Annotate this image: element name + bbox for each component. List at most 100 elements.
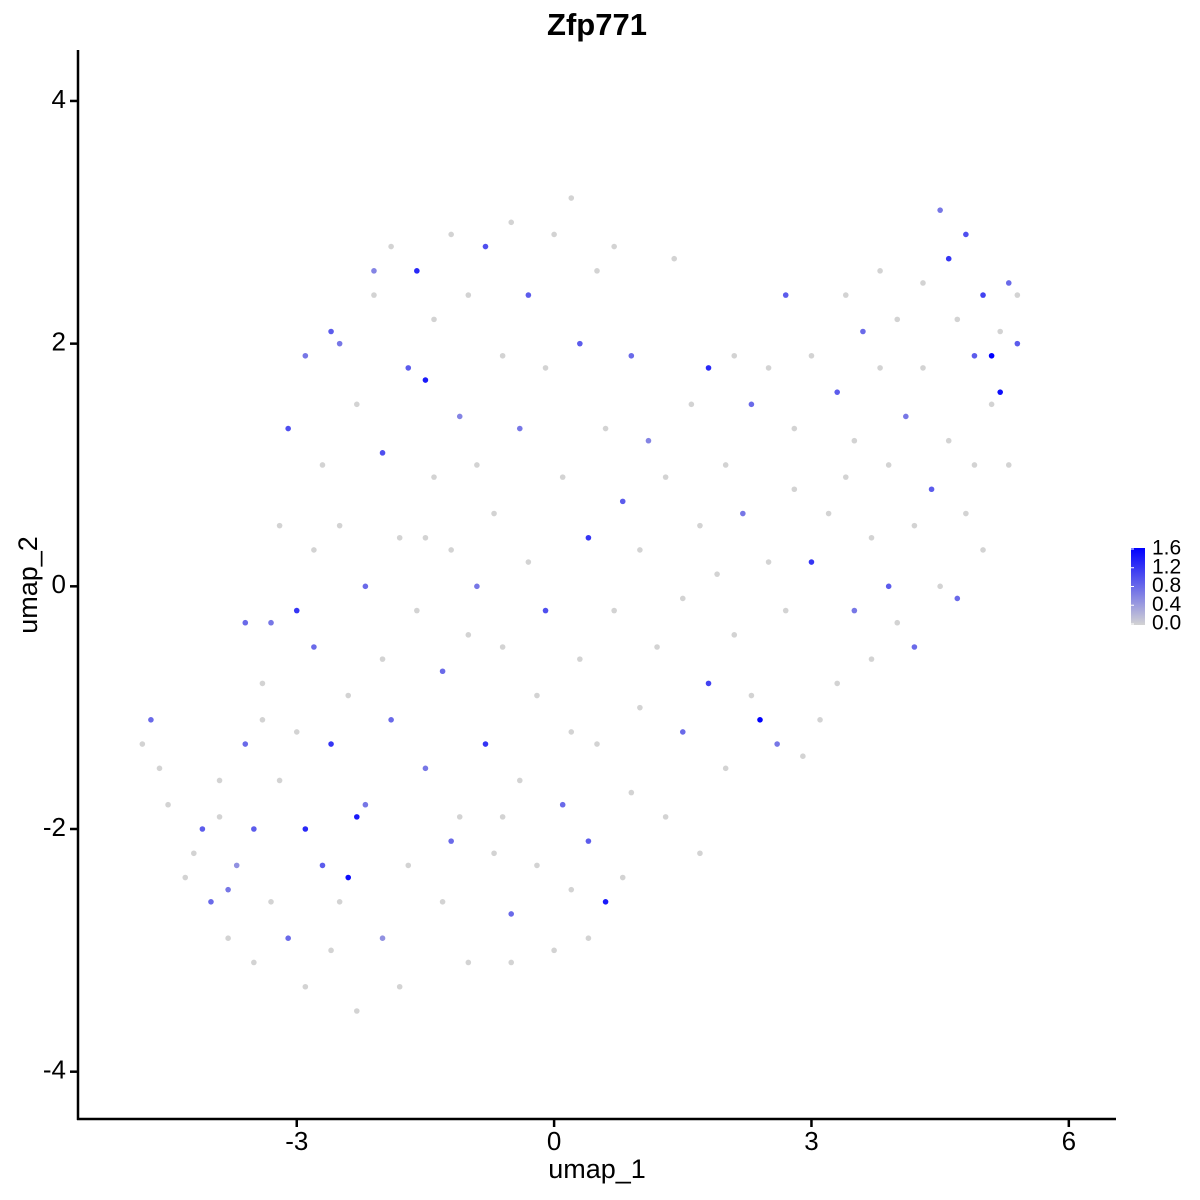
point [559,474,566,480]
point [465,959,472,966]
point [225,886,231,893]
point [1005,462,1012,468]
point [216,814,223,820]
point [431,316,437,323]
point [585,935,592,942]
point [585,838,592,844]
y-tick-label: -2 [43,812,66,842]
point [345,692,352,699]
point [619,874,626,881]
point [963,231,969,238]
point [354,814,360,820]
point [731,632,738,638]
point [688,401,695,408]
point [285,425,291,432]
point [585,534,592,541]
point [319,862,326,869]
point [645,437,652,444]
point [611,243,617,250]
point [568,729,575,735]
y-tick-label: 4 [52,84,66,114]
point [182,874,189,881]
point [568,195,575,201]
point [894,619,901,626]
point [491,850,497,857]
point [945,437,952,444]
point [199,826,206,832]
y-tick-label: -4 [43,1055,66,1085]
point [508,911,515,917]
point [671,255,678,262]
point [482,243,489,250]
point [825,510,832,517]
point [980,292,986,298]
point [371,268,377,274]
x-tick-label: -3 [285,1126,308,1156]
point [679,729,686,735]
point [534,692,540,699]
point [971,462,978,468]
point [945,255,952,262]
point [731,352,738,359]
point [808,352,815,359]
point [748,401,755,408]
point [860,328,866,335]
point [920,365,926,371]
point [1014,292,1021,298]
point [782,292,789,298]
x-tick-label: 6 [1062,1126,1076,1156]
point [276,777,283,784]
point [242,619,249,626]
point [628,352,635,359]
point [465,632,472,638]
point [534,862,540,869]
point [388,243,394,250]
point [637,547,643,553]
point [474,583,480,590]
point [594,268,600,274]
point [508,959,515,966]
point [388,716,394,723]
point [448,547,454,553]
point [328,947,334,954]
point [482,741,489,747]
point [963,510,969,517]
x-tick-label: 3 [804,1126,818,1156]
point [345,874,352,881]
point [156,765,163,772]
point [148,716,154,723]
point [302,352,309,359]
colorbar-tick-label: 0.8 [1152,574,1181,597]
point [422,534,429,541]
colorbar-tick-label: 0.4 [1152,593,1182,616]
point [1005,280,1012,286]
point [662,474,669,480]
point [499,352,506,359]
point [697,850,703,857]
point [877,268,883,274]
point [379,656,386,662]
colorbar-tick-label: 1.2 [1152,555,1181,578]
point [868,534,875,541]
point [422,377,429,383]
point [602,425,609,432]
point [302,983,309,990]
point [903,413,909,420]
point [328,741,334,747]
point [439,668,446,675]
point [542,365,549,371]
point [765,365,772,371]
point [251,826,257,832]
point [336,522,343,529]
point [542,607,549,614]
point [791,425,798,432]
point [722,765,729,772]
point [525,559,532,565]
point [937,583,943,590]
point [662,814,669,820]
point [268,899,274,905]
point [302,826,309,832]
point [842,474,849,480]
